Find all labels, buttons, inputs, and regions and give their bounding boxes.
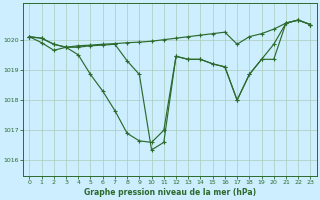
X-axis label: Graphe pression niveau de la mer (hPa): Graphe pression niveau de la mer (hPa): [84, 188, 256, 197]
